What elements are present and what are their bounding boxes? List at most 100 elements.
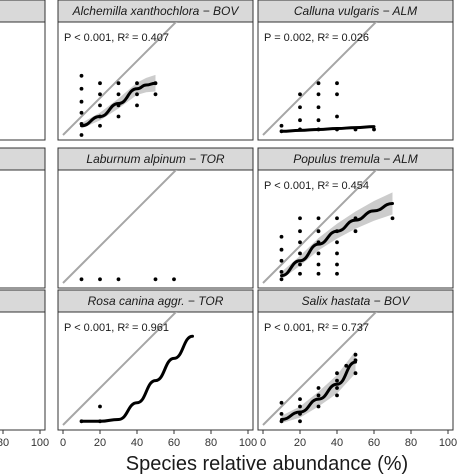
x-tick-label: 80 [0,437,9,449]
data-point [372,127,376,132]
data-point [279,234,284,239]
facet-title: Laburnum alpinum − TOR [86,152,225,166]
smooth-curve [280,360,357,421]
data-point [98,81,102,86]
plot-panel [0,311,46,431]
data-point [316,118,321,123]
data-point [279,270,284,274]
data-point [279,247,284,252]
facet-panel: Calluna vulgaris − ALM P = 0.002, R² = 0.… [257,0,454,141]
data-point [116,114,121,119]
stats-annotation: P = 0.002, R² = 0.026 [264,32,369,44]
data-point [98,404,102,409]
data-point [279,412,284,416]
facet-panel: Rosa canina aggr. − TOR P < 0.001, R² = 0… [57,289,254,431]
data-point [316,271,321,276]
data-point [116,92,121,97]
data-point [344,363,349,368]
one-to-one-line [262,22,378,136]
stats-annotation: P < 0.001, R² = 0.407 [64,32,169,44]
one-to-one-line [262,312,378,426]
data-point [135,103,139,108]
data-point [98,103,102,108]
plot-panel [0,21,46,141]
facet-title: Rosa canina aggr. − TOR [88,294,224,308]
data-point [335,251,339,256]
facet-strip [0,289,46,313]
smooth-curve [80,81,157,128]
data-point [116,81,121,86]
facet-title: Calluna vulgaris − ALM [294,4,417,18]
data-point [316,262,321,267]
facet-strip [0,0,46,23]
facet-panel: Salix hastata − BOV P < 0.001, R² = 0.737 [257,289,454,431]
data-point [335,114,339,119]
data-point [298,229,302,234]
facet-title: Salix hastata − BOV [302,294,411,308]
facet-panel: Populus tremula − ALM P < 0.001, R² = 0.4… [257,147,454,289]
data-point [316,393,321,398]
smooth-curve [280,201,394,278]
data-point [172,277,176,282]
data-point [116,277,121,282]
one-to-one-line [62,312,178,426]
data-point [79,73,84,78]
data-point [279,277,284,282]
x-tick-label: 60 [168,437,180,449]
data-point [316,92,321,97]
data-point [316,404,321,409]
x-tick-label: 80 [405,437,417,449]
data-point [353,352,358,357]
x-tick-label: 100 [239,437,257,449]
data-point [298,251,302,256]
stats-annotation: P < 0.001, R² = 0.454 [264,180,369,192]
data-point [316,386,321,390]
data-point [98,277,102,282]
data-point [335,371,339,376]
smooth-curve [280,125,376,133]
data-point [298,419,302,424]
x-tick-label: 40 [331,437,343,449]
data-point [298,404,302,409]
one-to-one-line [62,170,178,284]
data-point [335,386,339,390]
x-tick-label: 20 [294,437,306,449]
data-point [316,105,321,110]
data-point [353,229,358,234]
x-tick-label: 40 [131,437,143,449]
data-point [153,92,158,97]
data-point [279,400,284,405]
x-tick-label: 0 [60,437,66,449]
data-point [353,371,358,376]
one-to-one-line [262,170,378,284]
data-point [316,229,321,234]
stats-annotation: P < 0.001, R² = 0.961 [64,322,169,334]
x-tick-label: 100 [439,437,457,449]
data-point [335,240,339,245]
data-point [390,216,395,221]
data-point [335,262,339,267]
data-point [316,251,321,256]
data-point [79,277,84,282]
facet-title: Populus tremula − ALM [293,152,418,166]
facet-strip [0,147,46,171]
data-point [298,105,302,110]
data-point [79,133,84,137]
x-tick-label: 60 [368,437,380,449]
data-point [298,92,302,97]
facet-panel: CAL [0,289,46,431]
data-point [298,118,302,123]
data-point [135,81,139,86]
x-tick-label: 80 [205,437,217,449]
plot-panel [57,311,254,431]
data-point [135,92,139,97]
data-point [98,123,102,128]
stats-annotation: P < 0.001, R² = 0.737 [264,322,369,334]
data-point [79,110,84,115]
x-tick-label: 100 [31,437,49,449]
data-point [79,86,84,91]
facet-panel: ALM [0,0,46,141]
data-point [335,92,339,97]
data-point [98,92,102,97]
